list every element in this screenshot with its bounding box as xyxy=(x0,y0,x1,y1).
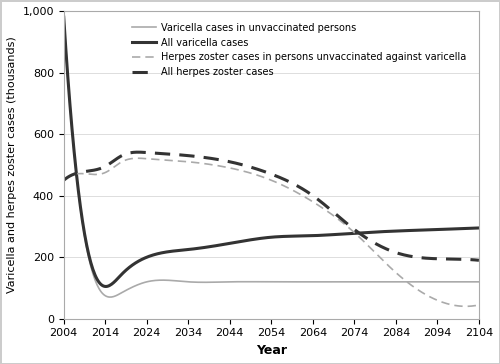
Herpes zoster cases in persons unvaccinated against varicella xyxy=(60,178,66,182)
Line: All herpes zoster cases: All herpes zoster cases xyxy=(64,152,479,260)
Varicella cases in unvaccinated persons xyxy=(108,295,114,299)
All varicella cases xyxy=(364,230,370,235)
Varicella cases in unvaccinated persons xyxy=(112,294,117,298)
Varicella cases in unvaccinated persons xyxy=(364,280,370,284)
Y-axis label: Varicella and herpes zoster cases (thousands): Varicella and herpes zoster cases (thous… xyxy=(7,36,17,293)
All herpes zoster cases xyxy=(110,159,116,163)
Line: Varicella cases in unvaccinated persons: Varicella cases in unvaccinated persons xyxy=(64,17,479,297)
All herpes zoster cases xyxy=(134,150,140,154)
Herpes zoster cases in persons unvaccinated against varicella xyxy=(226,166,232,170)
All varicella cases xyxy=(323,233,329,237)
Varicella cases in unvaccinated persons xyxy=(476,280,482,284)
All varicella cases xyxy=(112,279,117,284)
Herpes zoster cases in persons unvaccinated against varicella xyxy=(110,165,116,170)
All herpes zoster cases xyxy=(362,234,368,239)
All herpes zoster cases xyxy=(323,204,329,208)
All varicella cases xyxy=(197,246,203,250)
Varicella cases in unvaccinated persons xyxy=(197,280,203,284)
All varicella cases xyxy=(362,230,368,235)
Herpes zoster cases in persons unvaccinated against varicella xyxy=(197,161,203,165)
Herpes zoster cases in persons unvaccinated against varicella xyxy=(323,208,329,213)
All varicella cases xyxy=(102,284,108,289)
All herpes zoster cases xyxy=(60,178,66,182)
Herpes zoster cases in persons unvaccinated against varicella xyxy=(134,156,140,161)
X-axis label: Year: Year xyxy=(256,344,287,357)
Herpes zoster cases in persons unvaccinated against varicella xyxy=(362,240,368,244)
Varicella cases in unvaccinated persons xyxy=(362,280,368,284)
Varicella cases in unvaccinated persons xyxy=(226,280,232,284)
All herpes zoster cases xyxy=(476,258,482,262)
All herpes zoster cases xyxy=(197,155,203,159)
Legend: Varicella cases in unvaccinated persons, All varicella cases, Herpes zoster case: Varicella cases in unvaccinated persons,… xyxy=(128,19,470,81)
Herpes zoster cases in persons unvaccinated against varicella xyxy=(476,303,482,307)
Herpes zoster cases in persons unvaccinated against varicella xyxy=(364,242,370,246)
Line: Herpes zoster cases in persons unvaccinated against varicella: Herpes zoster cases in persons unvaccina… xyxy=(64,158,479,306)
All varicella cases xyxy=(226,241,232,246)
All herpes zoster cases xyxy=(364,236,370,240)
Varicella cases in unvaccinated persons xyxy=(60,15,66,19)
All varicella cases xyxy=(60,15,66,19)
Line: All varicella cases: All varicella cases xyxy=(64,17,479,286)
All herpes zoster cases xyxy=(226,159,232,164)
Herpes zoster cases in persons unvaccinated against varicella xyxy=(462,304,468,309)
Varicella cases in unvaccinated persons xyxy=(323,280,329,284)
All varicella cases xyxy=(476,226,482,230)
